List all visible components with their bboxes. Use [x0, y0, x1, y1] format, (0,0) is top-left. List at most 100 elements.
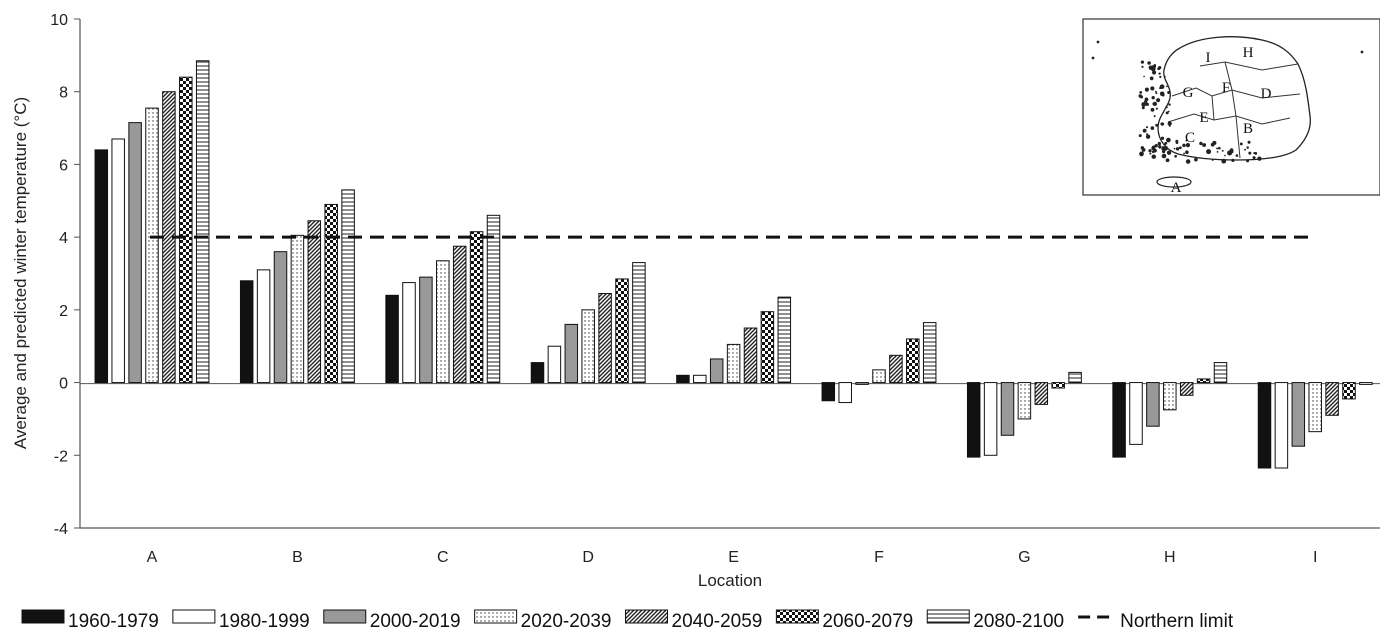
- legend-swatch-2040-2059: [625, 609, 668, 624]
- bar-group-H: [1112, 362, 1228, 458]
- map-island: [1224, 154, 1226, 157]
- map-island: [1183, 152, 1185, 155]
- bar-C-2020-2039: [436, 260, 450, 384]
- bar-I-1960-1979: [1257, 382, 1272, 469]
- map-island: [1247, 140, 1251, 144]
- map-island: [1145, 102, 1149, 106]
- y-tick-label: 4: [59, 230, 68, 247]
- map-island: [1165, 111, 1169, 115]
- bar-H-2000-2019: [1146, 382, 1160, 427]
- bar-group-G: [966, 371, 1082, 458]
- map-island: [1210, 142, 1215, 147]
- bar-I-2020-2039: [1308, 382, 1322, 433]
- map-label-I: I: [1206, 50, 1211, 66]
- map-island: [1141, 106, 1145, 110]
- bar-E-1980-1999: [693, 374, 707, 384]
- y-tick-label: 6: [59, 157, 68, 174]
- map-island: [1091, 56, 1095, 60]
- bar-D-2000-2019: [564, 323, 579, 384]
- bar-E-2080-2100: [777, 296, 792, 384]
- map-island: [1185, 142, 1191, 148]
- map-island: [1168, 103, 1171, 106]
- y-tick-label: -2: [54, 448, 68, 465]
- bar-I-1980-1999: [1274, 382, 1289, 469]
- bar-group-A: [94, 60, 210, 384]
- map-island: [1199, 141, 1203, 146]
- map-island: [1253, 152, 1256, 155]
- bar-C-1960-1979: [385, 294, 399, 384]
- map-island: [1154, 143, 1158, 148]
- map-island: [1166, 85, 1168, 88]
- bar-B-2000-2019: [273, 251, 288, 384]
- bar-I-2080-2100: [1359, 382, 1373, 385]
- bar-G-1980-1999: [983, 382, 998, 456]
- legend-swatch-2080-2100: [926, 609, 970, 624]
- map-island: [1140, 95, 1144, 99]
- map-label-G: G: [1183, 85, 1194, 101]
- map-island: [1161, 153, 1167, 159]
- map-island: [1141, 151, 1144, 154]
- map-island: [1175, 147, 1180, 151]
- bar-F-2040-2059: [889, 354, 903, 384]
- x-tick-label: F: [874, 549, 884, 566]
- map-island: [1147, 61, 1151, 65]
- bar-F-2060-2079: [906, 338, 920, 384]
- map-island: [1144, 87, 1149, 92]
- bar-group-E: [676, 296, 792, 384]
- map-island: [1230, 149, 1234, 154]
- bar-G-2040-2059: [1034, 382, 1049, 405]
- map-island: [1151, 150, 1155, 154]
- map-island: [1150, 65, 1156, 70]
- bar-F-1960-1979: [821, 382, 836, 402]
- map-island: [1159, 75, 1162, 78]
- bar-F-2080-2100: [922, 322, 937, 384]
- legend-label: 2060-2079: [822, 611, 913, 632]
- map-island: [1160, 136, 1165, 140]
- map-island: [1235, 154, 1239, 157]
- inset-map: A B C D EF G H I: [1082, 18, 1380, 196]
- map-island: [1154, 90, 1157, 93]
- map-island: [1231, 158, 1235, 162]
- map-island: [1155, 91, 1158, 95]
- bar-H-2080-2100: [1213, 362, 1228, 384]
- bar-E-1960-1979: [676, 374, 690, 384]
- map-island: [1239, 142, 1243, 146]
- map-island: [1150, 126, 1155, 130]
- map-island: [1152, 102, 1155, 106]
- bar-H-2040-2059: [1179, 382, 1194, 396]
- legend-label: 2080-2100: [973, 611, 1064, 632]
- bar-group-D: [530, 262, 646, 384]
- x-tick-label: G: [1018, 549, 1030, 566]
- bar-group-I: [1257, 382, 1373, 469]
- y-tick-label: 0: [59, 376, 68, 393]
- y-tick-label: -4: [54, 521, 68, 538]
- map-island: [1155, 123, 1159, 127]
- map-island: [1158, 146, 1161, 149]
- legend-label: Northern limit: [1120, 611, 1234, 632]
- map-island: [1167, 90, 1171, 94]
- bar-groups: [94, 60, 1373, 469]
- map-island: [1165, 158, 1170, 163]
- map-island: [1141, 148, 1146, 152]
- map-island: [1360, 50, 1364, 54]
- map-region-labels: A B C D EF G H I: [1171, 45, 1272, 196]
- map-island: [1202, 143, 1207, 147]
- y-axis-ticks: -4 -2 0 2 4 6 8 10: [50, 12, 80, 538]
- map-island: [1151, 146, 1156, 151]
- x-tick-label: E: [728, 549, 739, 566]
- legend-label: 2020-2039: [521, 611, 612, 632]
- x-tick-label: C: [437, 549, 449, 566]
- map-label-A: A: [1171, 180, 1182, 196]
- map-island: [1150, 107, 1155, 112]
- bar-A-2020-2039: [145, 107, 159, 384]
- map-label-D: D: [1261, 86, 1272, 102]
- map-island: [1141, 65, 1144, 68]
- map-island: [1151, 96, 1155, 100]
- bar-B-2040-2059: [307, 220, 322, 384]
- map-island: [1163, 145, 1169, 151]
- bar-C-2040-2059: [452, 245, 467, 384]
- bar-H-1960-1979: [1112, 382, 1126, 458]
- map-island: [1164, 141, 1168, 145]
- map-label-F: F: [1222, 80, 1230, 96]
- map-island: [1155, 107, 1158, 110]
